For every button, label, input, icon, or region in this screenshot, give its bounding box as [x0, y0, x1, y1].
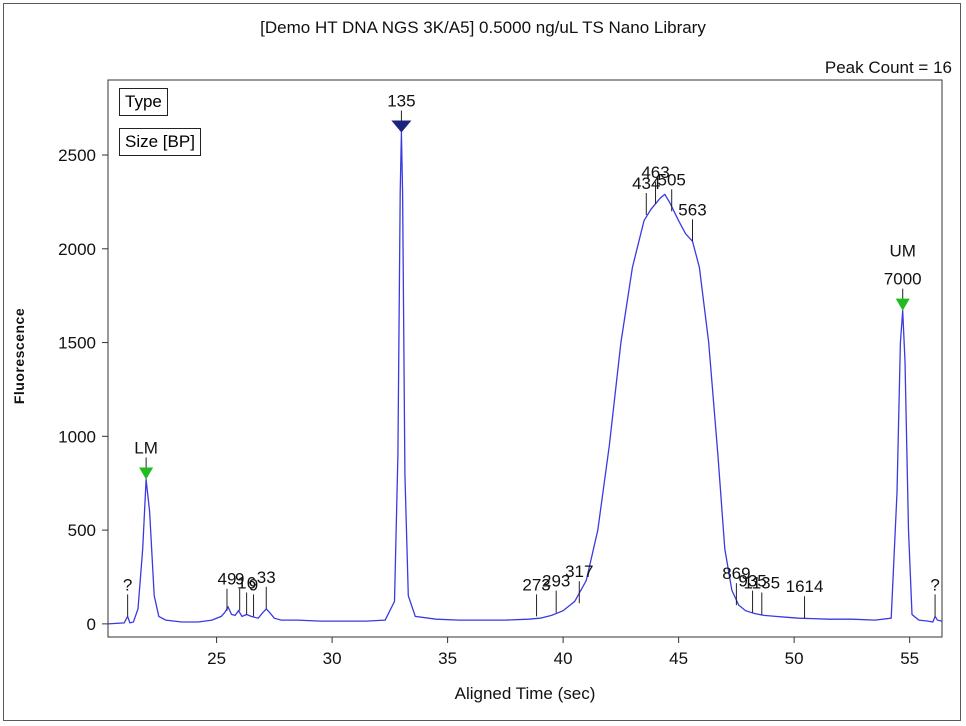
peak-label: 935 [738, 572, 766, 591]
peak-label: 317 [565, 562, 593, 581]
y-tick-label: 1500 [58, 334, 96, 353]
peak-label: 273 [522, 575, 550, 594]
y-tick-label: 2500 [58, 146, 96, 165]
peak-marker-triangle [139, 467, 154, 480]
peak-label: 463 [641, 163, 669, 182]
peak-label: 7000 [884, 270, 922, 289]
peak-label: ? [930, 575, 939, 594]
x-tick-label: 35 [438, 649, 457, 668]
peak-label: 869 [722, 564, 750, 583]
peak-label: 9 [249, 575, 258, 594]
peak-marker-triangle [895, 298, 910, 311]
fluorescence-trace [107, 132, 943, 625]
y-tick-label: 0 [87, 615, 96, 634]
peak-label: 1135 [744, 573, 781, 592]
y-tick-label: 2000 [58, 240, 96, 259]
plot-area [107, 79, 943, 638]
peak-label: 49 [218, 570, 237, 589]
y-tick-label: 1000 [58, 427, 96, 446]
peak-label: 434 [632, 174, 660, 193]
x-tick-label: 50 [785, 649, 804, 668]
x-tick-label: 45 [669, 649, 688, 668]
peak-count-label: Peak Count = 16 [824, 58, 952, 77]
peak-label: 135 [387, 92, 415, 111]
peak-marker-triangle [391, 120, 412, 133]
x-tick-label: 25 [207, 649, 226, 668]
peak-label: 9 [235, 570, 244, 589]
peak-label: 16 [237, 573, 256, 592]
peak-label: 33 [257, 568, 276, 587]
peak-label: 1614 [786, 577, 824, 596]
x-tick-label: 30 [323, 649, 342, 668]
peak-label: 293 [542, 572, 570, 591]
x-axis-label: Aligned Time (sec) [454, 684, 596, 703]
peak-label: LM [134, 438, 158, 457]
peak-label: UM [889, 242, 915, 261]
peak-label: 505 [658, 170, 686, 189]
legend-type-button[interactable]: Type [119, 88, 168, 116]
peak-label: ? [123, 575, 132, 594]
y-tick-label: 500 [68, 521, 96, 540]
peak-label: 563 [678, 200, 706, 219]
x-tick-label: 40 [554, 649, 573, 668]
legend-size-button[interactable]: Size [BP] [119, 128, 201, 156]
chart-title: [Demo HT DNA NGS 3K/A5] 0.5000 ng/uL TS … [260, 18, 706, 37]
x-tick-label: 55 [900, 649, 919, 668]
chart-frame [3, 3, 961, 721]
